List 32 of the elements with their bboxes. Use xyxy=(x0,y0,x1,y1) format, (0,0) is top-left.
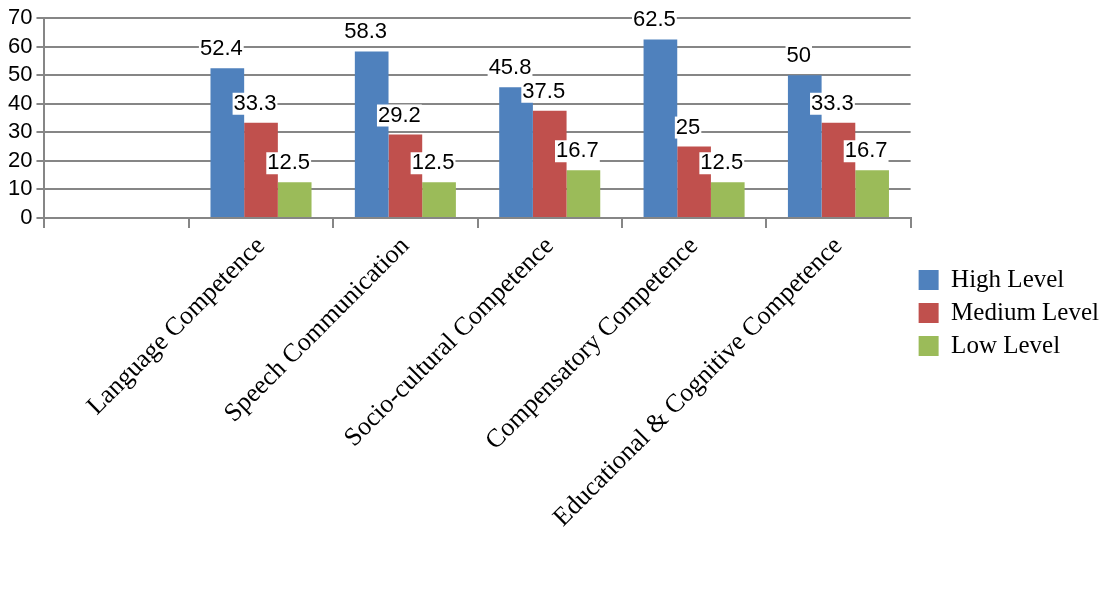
y-tick-label: 20 xyxy=(7,146,33,172)
data-label: 52.4 xyxy=(199,35,243,61)
bar xyxy=(643,39,678,217)
y-tick-label: 10 xyxy=(7,175,33,201)
data-label: 45.8 xyxy=(488,54,532,80)
bar xyxy=(422,182,456,217)
y-tick-label: 40 xyxy=(7,89,33,115)
data-label: 62.5 xyxy=(632,6,676,32)
data-label: 25 xyxy=(675,113,701,139)
data-label: 29.2 xyxy=(377,101,421,127)
legend-label: High Level xyxy=(951,264,1065,292)
data-label: 33.3 xyxy=(811,89,854,115)
y-tick-label: 30 xyxy=(7,118,33,144)
bar xyxy=(566,170,601,217)
y-tick-label: 70 xyxy=(7,4,33,30)
legend-label: Medium Level xyxy=(951,297,1100,325)
y-tick-label: 50 xyxy=(7,61,33,87)
data-label: 12.5 xyxy=(700,149,744,175)
data-label: 12.5 xyxy=(267,149,311,175)
data-label: 58.3 xyxy=(344,18,388,44)
bar xyxy=(710,182,745,217)
bar xyxy=(277,182,312,217)
y-tick-label: 0 xyxy=(20,204,33,230)
data-label: 37.5 xyxy=(522,77,566,103)
data-label: 50 xyxy=(786,42,811,68)
data-label: 16.7 xyxy=(844,137,888,163)
legend-label: Low Level xyxy=(951,330,1061,358)
data-label: 33.3 xyxy=(233,89,277,115)
data-label: 12.5 xyxy=(411,149,455,175)
data-label: 16.7 xyxy=(556,137,599,163)
bar xyxy=(855,170,889,217)
y-tick-label: 60 xyxy=(7,32,33,58)
